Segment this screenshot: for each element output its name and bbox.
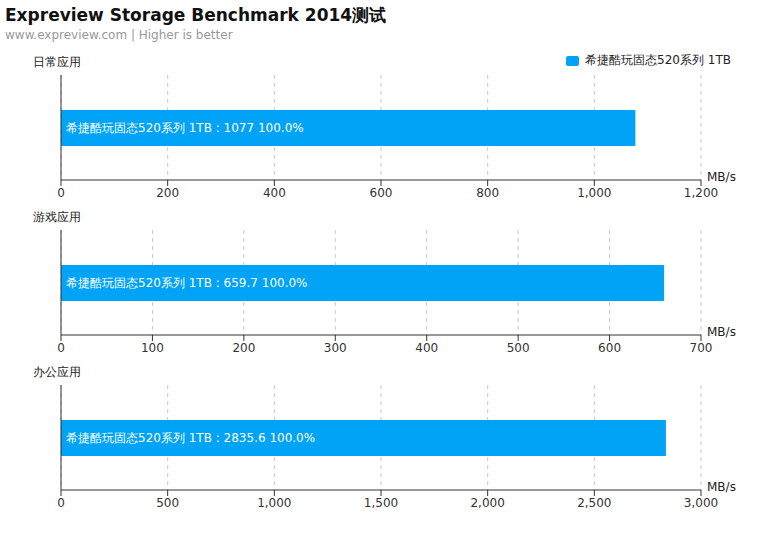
svg-text:100: 100 — [141, 341, 164, 355]
svg-text:0: 0 — [57, 496, 65, 510]
svg-text:400: 400 — [415, 341, 438, 355]
svg-text:500: 500 — [507, 341, 530, 355]
html-text:日常应用: 日常应用 — [33, 55, 81, 69]
svg-text:300: 300 — [324, 341, 347, 355]
html-text:Expreview Storage Benchmark 20: Expreview Storage Benchmark 2014测试 — [5, 5, 387, 25]
svg-text:希捷酷玩固态520系列 1TB : 659.7 100.0: 希捷酷玩固态520系列 1TB : 659.7 100.0% — [66, 276, 308, 290]
svg-text:0: 0 — [57, 341, 65, 355]
html-text:MB/s: MB/s — [707, 170, 736, 184]
svg-text:3,000: 3,000 — [684, 496, 718, 510]
svg-text:希捷酷玩固态520系列 1TB : 1077 100.0%: 希捷酷玩固态520系列 1TB : 1077 100.0% — [66, 121, 304, 135]
html-text:办公应用: 办公应用 — [33, 365, 81, 379]
svg-text:700: 700 — [690, 341, 713, 355]
html-text:希捷酷玩固态520系列 1TB: 希捷酷玩固态520系列 1TB — [585, 53, 731, 67]
svg-text:1,200: 1,200 — [684, 186, 718, 200]
svg-text:800: 800 — [476, 186, 499, 200]
svg-text:1,000: 1,000 — [257, 496, 291, 510]
html-text:www.expreview.com | Higher is: www.expreview.com | Higher is better — [5, 28, 233, 42]
svg-text:2,000: 2,000 — [470, 496, 504, 510]
svg-text:200: 200 — [232, 341, 255, 355]
svg-text:0: 0 — [57, 186, 65, 200]
svg-text:200: 200 — [156, 186, 179, 200]
html-text:MB/s: MB/s — [707, 480, 736, 494]
svg-text:500: 500 — [156, 496, 179, 510]
svg-text:1,500: 1,500 — [364, 496, 398, 510]
svg-text:400: 400 — [263, 186, 286, 200]
svg-text:1,000: 1,000 — [577, 186, 611, 200]
svg-text:600: 600 — [370, 186, 393, 200]
svg-text:希捷酷玩固态520系列 1TB : 2835.6 100.: 希捷酷玩固态520系列 1TB : 2835.6 100.0% — [66, 431, 315, 445]
html-text:游戏应用: 游戏应用 — [33, 210, 81, 224]
svg-text:2,500: 2,500 — [577, 496, 611, 510]
svg-text:600: 600 — [598, 341, 621, 355]
html-text:MB/s: MB/s — [707, 325, 736, 339]
